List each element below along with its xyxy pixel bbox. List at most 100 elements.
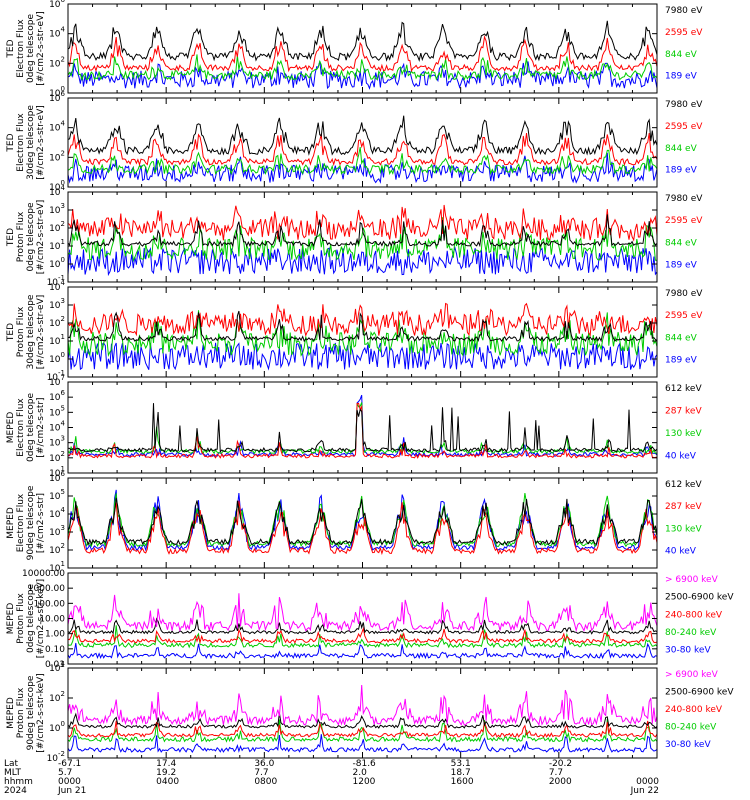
legend-entry: 7980 eV [665,289,703,299]
y-tick-label: 102 [49,55,65,69]
y-axis-label: 90deg telescope [26,485,36,560]
y-tick-label: 102 [49,690,65,704]
legend-entry: 40 keV [665,546,697,556]
panel-4: 10-1 100 101 102 103 104 TED Proton Flux 30deg t… [6,279,703,383]
series-line-2595-ev [68,302,657,338]
legend-entry: 7980 eV [665,100,703,110]
y-tick-label: 104 [49,26,65,40]
y-axis-label: 30deg telescope [26,294,36,369]
footer-mlt-value: 19.2 [156,768,176,778]
y-axis-label: 90deg telescope [26,675,36,750]
y-tick-label: 102 [49,315,65,329]
legend-entry: 189 eV [665,72,698,82]
y-tick-label: 102 [49,220,65,234]
legend-entry: 30-80 keV [665,646,711,656]
panel-2: 100 102 104 106 TED Electron Flux 30deg telesc… [6,90,703,193]
y-axis-label: 0deg telescope [26,584,36,654]
series-line-287-kev [68,500,657,556]
footer-mlt-value: 2.0 [353,768,368,778]
series-line-30-80-kev [68,642,657,660]
footer-lat-value: 53.1 [451,759,471,769]
footer-mlt-value: 7.7 [254,768,268,778]
legend-entry: 189 eV [665,355,698,365]
series-line-7980-ev [68,20,657,63]
y-tick-label: 104 [49,660,65,674]
y-axis-label: [#/cm2-s-str-keV] [36,673,46,752]
series-line-240-800-kev [68,720,657,738]
footer-row-label: hhmm [4,777,33,787]
panel-8: 10-2 100 102 104 MEPED Proton Flux 90deg teles… [6,660,734,764]
panel-1: 100 102 104 106 TED Electron Flux 0deg telesco… [6,0,703,99]
series-line-844-ev [68,217,657,263]
legend-entry: 844 eV [665,144,698,154]
y-axis-label: TED [6,323,16,342]
footer-date-value: Jun 22 [630,786,659,796]
plot-frame [67,191,658,283]
legend-entry: 287 keV [665,502,702,512]
y-axis-label: TED [6,228,16,247]
legend-entry: 2595 eV [665,216,703,226]
footer-lat-value: -20.2 [549,759,572,769]
y-tick-label: 103 [49,524,65,538]
legend-entry: 612 keV [665,480,702,490]
y-tick-label: 10000.00 [22,569,65,579]
y-axis-label: MEPED [6,412,16,444]
y-tick-label: 100.00 [34,599,66,609]
panel-3: 10-1 100 101 102 103 104 TED Proton Flux 0deg te… [6,184,703,288]
legend-entry: 189 eV [665,260,698,270]
legend-entry: 844 eV [665,238,698,248]
y-axis-label: 0deg telescope [26,14,36,84]
footer-hhmm-value: 0800 [254,777,277,787]
y-axis-label: [#/cm2-s-str] [36,493,46,553]
y-tick-label: 100 [49,85,65,99]
y-axis-label: [#/cm2-s-str-eV] [36,11,46,86]
panel-7: 0.01 0.10 1.00 10.00 100.00 1000.00 10000.00 ME… [6,569,734,670]
y-tick-label: 10.00 [39,615,65,625]
y-tick-label: 10-1 [47,274,65,288]
y-axis-label: TED [6,133,16,152]
series-line-2500-6900-kev [68,617,657,635]
y-tick-label: 106 [49,470,65,484]
footer-mlt-value: 5.7 [58,768,72,778]
series-line-189-ev [68,246,657,277]
y-tick-label: 0.10 [45,645,65,655]
y-tick-label: 100 [49,179,65,193]
legend-entry: 40 keV [665,451,697,461]
series-line--6900-kev [68,684,657,727]
series-line-612-kev [68,497,657,547]
footer-date-value: Jun 21 [57,786,86,796]
legend-entry: 844 eV [665,333,698,343]
legend-entry: > 6900 keV [665,670,719,680]
y-axis-label: 30deg telescope [26,105,36,180]
y-axis-label: [#/cm2-s-str] [36,397,46,457]
y-axis-label: [#/cm2-s-str-eV] [36,200,46,275]
footer-hhmm-value: 1200 [353,777,376,787]
footer-lat-value: 17.4 [156,759,176,769]
series-line-2595-ev [68,132,657,167]
legend-entry: 2595 eV [665,311,703,321]
y-tick-label: 100 [49,351,65,365]
y-tick-label: 104 [49,120,65,134]
footer-mlt-value: 18.7 [451,768,471,778]
legend-entry: 80-240 keV [665,628,717,638]
y-axis-label: TED [6,39,16,58]
y-axis-label: Electron Flux [16,113,26,172]
series-line-7980-ev [68,214,657,248]
footer-hhmm-value: 0000 [636,777,659,787]
y-axis-label: Electron Flux [16,19,26,78]
y-tick-label: 0.01 [45,660,65,670]
series-line-30-80-kev [68,734,657,753]
legend-entry: 612 keV [665,384,702,394]
y-tick-label: 102 [49,149,65,163]
y-tick-label: 103 [49,435,65,449]
footer-row-label: MLT [4,768,22,778]
y-axis-label: Proton Flux [16,593,26,644]
y-tick-label: 106 [49,90,65,104]
legend-entry: 240-800 keV [665,610,723,620]
legend-entry: 80-240 keV [665,722,717,732]
footer-hhmm-value: 0400 [156,777,179,787]
footer-row-label: Lat [4,759,19,769]
y-tick-label: 107 [49,374,65,388]
